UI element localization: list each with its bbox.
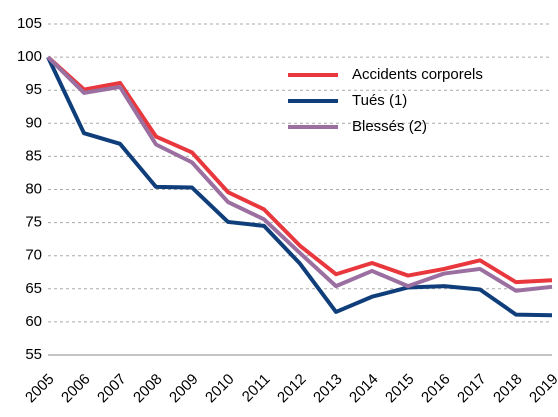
- x-tick-label: 2019: [526, 371, 558, 407]
- x-tick-label: 2017: [454, 371, 490, 407]
- x-tick-label: 2012: [274, 371, 310, 407]
- x-tick-label: 2014: [346, 371, 382, 407]
- x-tick-label: 2013: [310, 371, 346, 407]
- y-tick-label: 75: [25, 214, 42, 231]
- x-tick-label: 2011: [239, 371, 274, 406]
- y-tick-label: 100: [17, 48, 42, 65]
- legend-label: Blessés (2): [352, 118, 427, 135]
- x-tick-label: 2005: [22, 371, 58, 407]
- series-line: [46, 55, 553, 293]
- x-tick-label: 2009: [166, 371, 202, 407]
- y-tick-label: 70: [25, 247, 42, 264]
- y-tick-label: 80: [25, 180, 42, 197]
- x-tick-label: 2010: [202, 371, 238, 407]
- x-tick-label: 2006: [58, 371, 94, 407]
- y-tick-label: 85: [25, 147, 42, 164]
- y-tick-label: 60: [25, 313, 42, 330]
- y-tick-label: 95: [25, 81, 42, 98]
- x-tick-label: 2018: [490, 371, 526, 407]
- y-tick-label: 65: [25, 280, 42, 297]
- legend-label: Accidents corporels: [352, 66, 483, 83]
- series-line: [46, 55, 553, 285]
- x-tick-label: 2008: [130, 371, 166, 407]
- legend-label: Tués (1): [352, 92, 407, 109]
- series-line: [46, 56, 553, 318]
- x-tick-label: 2015: [382, 371, 418, 407]
- y-tick-label: 90: [25, 114, 42, 131]
- y-tick-label: 105: [17, 15, 42, 32]
- x-tick-label: 2016: [418, 371, 454, 407]
- x-tick-label: 2007: [94, 371, 130, 407]
- y-tick-label: 55: [25, 346, 42, 363]
